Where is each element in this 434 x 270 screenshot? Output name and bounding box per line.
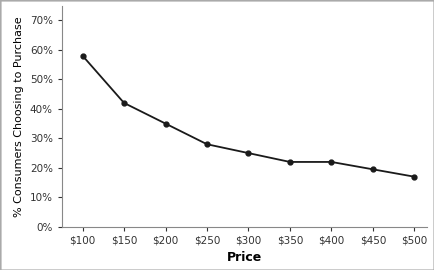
X-axis label: Price: Price (227, 251, 262, 264)
Y-axis label: % Consumers Choosing to Purchase: % Consumers Choosing to Purchase (14, 16, 24, 217)
